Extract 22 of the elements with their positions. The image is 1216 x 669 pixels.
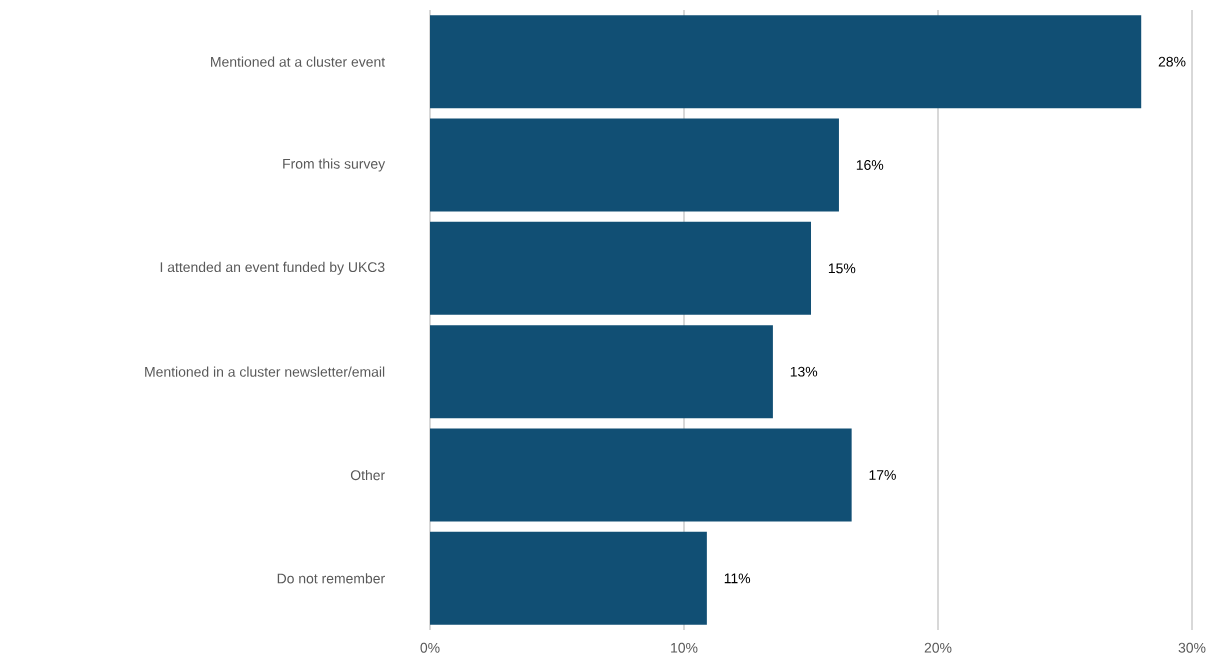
x-tick-label: 30%: [1178, 642, 1206, 653]
data-label: 15%: [828, 263, 856, 274]
bar: [430, 531, 707, 625]
bar: [430, 428, 852, 522]
y-tick-label: From this survey: [283, 158, 386, 172]
y-tick-label: Other: [350, 469, 385, 481]
bar: [430, 221, 811, 315]
x-tick-label: 0%: [420, 642, 440, 653]
data-label: 17%: [869, 470, 896, 480]
x-tick-label: 10%: [671, 642, 698, 653]
y-tick-label: Mentioned in a cluster newsletter/email: [145, 366, 385, 377]
data-label: 16%: [856, 160, 884, 170]
x-tick-label: 20%: [924, 642, 952, 653]
data-label: 11%: [724, 573, 751, 584]
data-label: 28%: [1158, 56, 1186, 67]
bar: [430, 325, 773, 419]
data-label: 13%: [790, 366, 818, 377]
y-tick-label: Do not remember: [277, 573, 385, 584]
y-tick-label: I attended an event funded by UKC3: [160, 261, 385, 275]
bar: [430, 118, 839, 212]
y-tick-label: Mentioned at a cluster event: [211, 56, 386, 67]
bar: [430, 15, 1142, 109]
